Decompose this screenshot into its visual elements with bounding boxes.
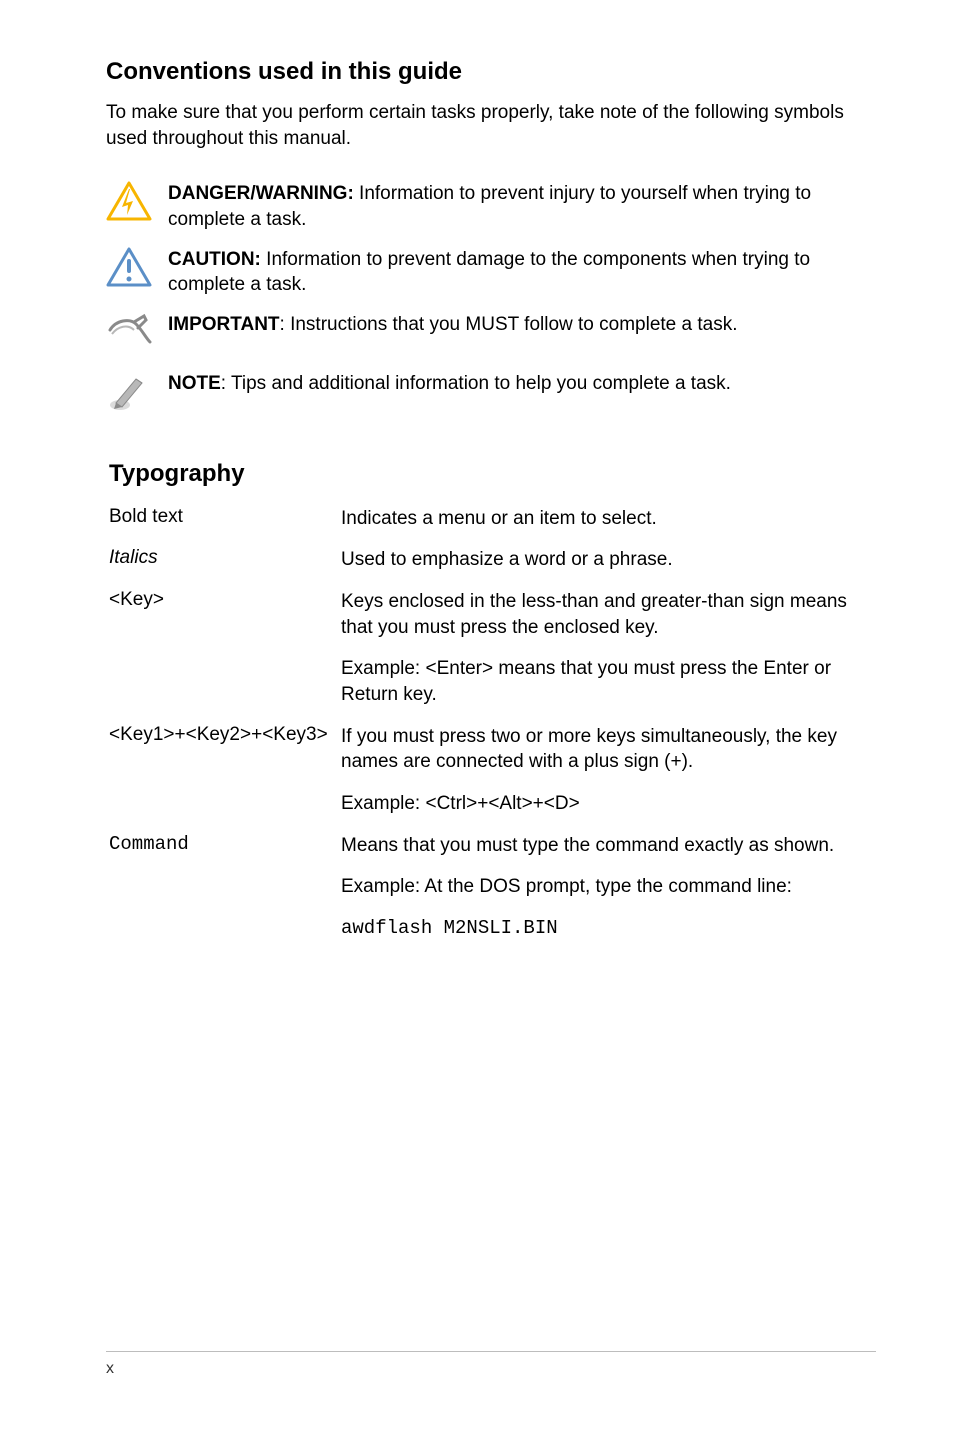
- typography-heading: Typography: [109, 460, 876, 488]
- notice-row: NOTE: Tips and additional information to…: [106, 369, 876, 420]
- notice-row: CAUTION: Information to prevent damage t…: [106, 245, 876, 298]
- notice-body: : Tips and additional information to hel…: [221, 373, 731, 394]
- typo-label: Italics: [109, 547, 341, 589]
- typo-desc: Example: At the DOS prompt, type the com…: [341, 874, 876, 916]
- typo-label: [109, 791, 341, 833]
- notice-lead: IMPORTANT: [168, 314, 280, 335]
- conventions-heading: Conventions used in this guide: [106, 58, 876, 86]
- typography-table: Bold text Indicates a menu or an item to…: [109, 506, 876, 958]
- typo-desc: Example: <Enter> means that you must pre…: [341, 656, 876, 723]
- notice-body: : Instructions that you MUST follow to c…: [280, 314, 738, 335]
- typo-desc: Keys enclosed in the less-than and great…: [341, 589, 876, 656]
- typo-label: Bold text: [109, 506, 341, 548]
- typo-desc: If you must press two or more keys simul…: [341, 724, 876, 791]
- warning-icon: [106, 179, 168, 226]
- important-icon: [106, 310, 168, 357]
- notice-row: DANGER/WARNING: Information to prevent i…: [106, 179, 876, 232]
- typo-label: [109, 656, 341, 723]
- notice-text: NOTE: Tips and additional information to…: [168, 369, 771, 397]
- notice-lead: CAUTION:: [168, 249, 261, 270]
- note-icon: [106, 369, 168, 420]
- page-content: Conventions used in this guide To make s…: [0, 0, 954, 958]
- notice-text: IMPORTANT: Instructions that you MUST fo…: [168, 310, 778, 338]
- typo-label: <Key>: [109, 589, 341, 656]
- notice-lead: NOTE: [168, 373, 221, 394]
- typo-label: Command: [109, 833, 341, 875]
- notice-text: CAUTION: Information to prevent damage t…: [168, 245, 876, 298]
- notice-text: DANGER/WARNING: Information to prevent i…: [168, 179, 876, 232]
- typo-desc: awdflash M2NSLI.BIN: [341, 916, 876, 958]
- typo-label: <Key1>+<Key2>+<Key3>: [109, 724, 341, 791]
- typo-desc: Indicates a menu or an item to select.: [341, 506, 876, 548]
- notice-body: Information to prevent damage to the com…: [168, 249, 810, 296]
- notice-lead: DANGER/WARNING:: [168, 183, 354, 204]
- page-footer: x: [106, 1351, 876, 1378]
- typo-label: [109, 916, 341, 958]
- typo-desc: Example: <Ctrl>+<Alt>+<D>: [341, 791, 876, 833]
- conventions-intro: To make sure that you perform certain ta…: [106, 100, 876, 151]
- typo-desc: Used to emphasize a word or a phrase.: [341, 547, 876, 589]
- typo-desc: Means that you must type the command exa…: [341, 833, 876, 875]
- caution-icon: [106, 245, 168, 292]
- typo-label: [109, 874, 341, 916]
- page-number: x: [106, 1360, 114, 1377]
- notice-row: IMPORTANT: Instructions that you MUST fo…: [106, 310, 876, 357]
